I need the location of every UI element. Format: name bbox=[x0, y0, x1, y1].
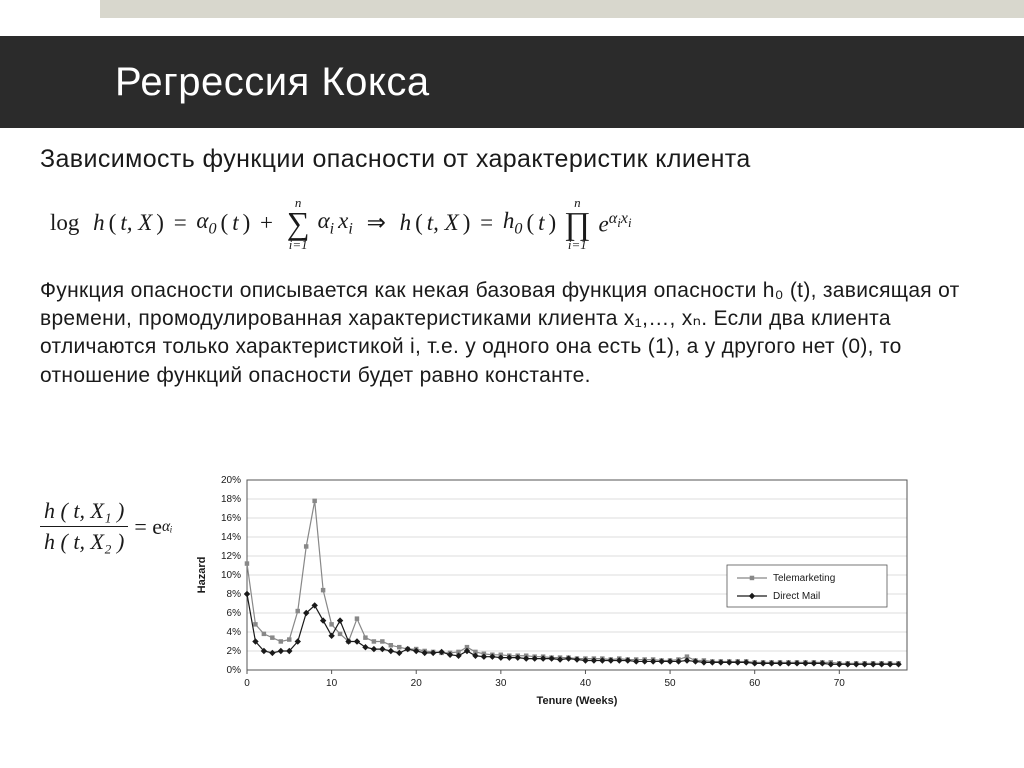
svg-text:14%: 14% bbox=[221, 532, 241, 543]
svg-text:40: 40 bbox=[579, 678, 591, 689]
h-symbol: h bbox=[93, 210, 105, 236]
exp-term: eαixi bbox=[599, 210, 632, 238]
alpha-i: αi bbox=[318, 208, 335, 239]
svg-text:20%: 20% bbox=[221, 475, 241, 486]
log-text: log bbox=[50, 210, 79, 236]
top-accent-bar bbox=[0, 0, 1024, 18]
lower-row: h ( t, X₁ ) h ( t, X₂ ) = eαᵢ 0% 2% 4% 6% 8%… bbox=[40, 470, 994, 715]
subtitle: Зависимость функции опасности от характе… bbox=[40, 145, 984, 174]
alpha0: α0 bbox=[196, 208, 216, 239]
svg-text:10: 10 bbox=[326, 678, 338, 689]
svg-text:Tenure (Weeks): Tenure (Weeks) bbox=[536, 695, 617, 707]
x-i: xi bbox=[338, 208, 353, 239]
svg-text:20: 20 bbox=[410, 678, 422, 689]
svg-text:70: 70 bbox=[833, 678, 845, 689]
svg-text:6%: 6% bbox=[226, 608, 241, 619]
hazard-chart: 0% 2% 4% 6% 8% 10% 12% 14% 16% 18% 20% 0 10 20 30 40 50 6… bbox=[187, 470, 994, 715]
svg-text:Direct Mail: Direct Mail bbox=[773, 591, 820, 602]
main-formula: log h (t, X) = α0 (t) + n ∑ i=1 αi xi ⇒ … bbox=[50, 196, 984, 251]
svg-text:10%: 10% bbox=[221, 570, 241, 581]
body-paragraph: Функция опасности описывается как некая … bbox=[40, 277, 984, 390]
svg-text:60: 60 bbox=[749, 678, 761, 689]
svg-text:8%: 8% bbox=[226, 589, 241, 600]
svg-text:16%: 16% bbox=[221, 513, 241, 524]
svg-text:4%: 4% bbox=[226, 627, 241, 638]
svg-text:0: 0 bbox=[244, 678, 250, 689]
h0: h0 bbox=[503, 208, 523, 239]
svg-text:Hazard: Hazard bbox=[196, 557, 208, 594]
svg-text:30: 30 bbox=[495, 678, 507, 689]
svg-text:2%: 2% bbox=[226, 646, 241, 657]
arrow: ⇒ bbox=[367, 210, 386, 236]
title-bar: Регрессия Кокса bbox=[0, 36, 1024, 128]
svg-text:Telemarketing: Telemarketing bbox=[773, 573, 835, 584]
svg-text:18%: 18% bbox=[221, 494, 241, 505]
tX-args: t, X bbox=[120, 210, 152, 236]
svg-text:50: 50 bbox=[664, 678, 676, 689]
summation: n ∑ i=1 bbox=[287, 196, 310, 251]
product: n ∏ i=1 bbox=[564, 196, 590, 251]
svg-text:0%: 0% bbox=[226, 665, 241, 676]
slide-title: Регрессия Кокса bbox=[115, 60, 430, 105]
svg-text:12%: 12% bbox=[221, 551, 241, 562]
ratio-formula: h ( t, X₁ ) h ( t, X₂ ) = eαᵢ bbox=[40, 470, 173, 555]
content-area: Зависимость функции опасности от характе… bbox=[40, 145, 984, 390]
